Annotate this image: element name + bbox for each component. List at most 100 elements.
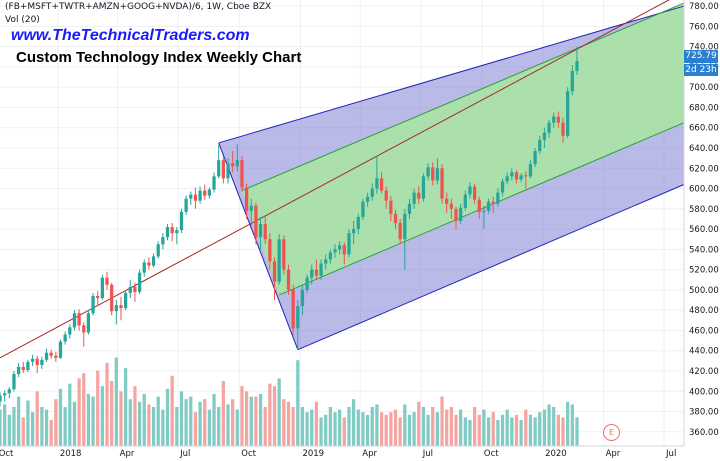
candle-body [3,393,7,396]
candle-body [170,227,174,234]
price-tick-label: 440.00 [689,347,719,357]
candle-body [389,200,393,214]
price-tick-label: 600.00 [689,185,719,195]
candle-body [96,295,100,299]
candle-body [398,223,402,240]
volume-bar [35,391,39,446]
candle-body [133,286,137,292]
candle-body [324,259,328,264]
earnings-event-marker[interactable]: E [603,424,620,441]
volume-bar [203,399,207,446]
volume-bar [100,386,104,446]
candle-body [421,176,426,199]
candle-body [505,176,509,182]
volume-bar [184,399,188,446]
candle-body [282,239,286,270]
price-tick-label: 780.00 [689,2,719,12]
volume-bar [96,370,100,446]
candle-body [119,305,123,309]
candle-body [300,289,305,307]
volume-bar [26,400,30,446]
volume-bar [263,407,267,446]
volume-bar [258,394,263,446]
candle-body [538,139,542,152]
volume-bar [459,409,463,446]
price-tick-label: 640.00 [689,144,719,154]
candle-body [333,249,337,253]
volume-bar [435,412,440,446]
volume-bar [277,378,281,446]
volume-bar [193,412,198,446]
volume-bar [542,409,547,446]
price-tick-label: 760.00 [689,22,719,32]
candle-body [63,334,67,342]
candle-body [431,167,435,181]
candle-body [454,208,458,221]
volume-bar [528,414,533,446]
candle-body [193,194,198,201]
volume-bar [510,417,514,446]
candle-body [514,172,519,180]
candle-body [12,374,16,390]
volume-bar [86,394,91,446]
time-tick-label: Apr [606,449,621,459]
volume-bar [524,409,528,446]
volume-bar [556,414,560,446]
candle-body [254,205,258,238]
candle-body [277,239,281,282]
outer-connector-line [218,142,299,350]
candle-body [54,355,58,358]
candle-body [203,190,207,196]
inner-lower-line [278,122,685,296]
candle-body [352,229,356,234]
price-tick-label: 540.00 [689,245,719,255]
volume-bar [314,401,319,446]
symbol-legend[interactable]: (FB+MSFT+TWTR+AMZN+GOOG+NVDA)/6, 1W, Cbo… [5,2,272,12]
candle-body [114,305,118,312]
price-axis-background [684,0,720,461]
volume-bar [91,396,95,446]
candle-body [268,239,272,262]
volume-bar [342,417,346,446]
volume-bar [0,409,2,446]
volume-bar [412,412,416,446]
price-tick-label: 580.00 [689,205,719,215]
volume-bar [286,401,291,446]
candle-body [510,172,514,177]
candle-body [472,186,477,200]
volume-bar [58,388,63,446]
candle-body [496,192,500,204]
candle-body [570,70,574,92]
volume-bar [12,407,16,446]
candle-body [137,272,142,292]
volume-bar [137,401,142,446]
volume-bar [49,420,53,446]
candle-body [175,230,179,234]
volume-bar [482,409,486,446]
volume-bar [133,386,137,446]
candle-body [207,189,212,196]
volume-bar [40,407,44,446]
candle-body [435,168,440,181]
volume-bar [538,412,542,446]
price-tick-label: 620.00 [689,164,719,174]
candle-body [35,358,39,365]
volume-bar [347,407,351,446]
price-tick-label: 520.00 [689,266,719,276]
median-line [0,0,670,359]
candle-body [105,277,109,285]
candle-body [184,198,188,212]
volume-legend[interactable]: Vol (20) [5,15,40,25]
candle-body [384,190,388,201]
candle-body [156,244,160,257]
volume-bar [3,404,7,446]
candle-body [356,216,360,230]
candle-body [0,395,2,402]
candle-body [519,175,523,180]
time-tick-label: Oct [241,449,256,459]
volume-bar [170,375,174,446]
candle-body [235,160,239,167]
volume-bar [519,420,523,446]
volume-bar [189,396,193,446]
